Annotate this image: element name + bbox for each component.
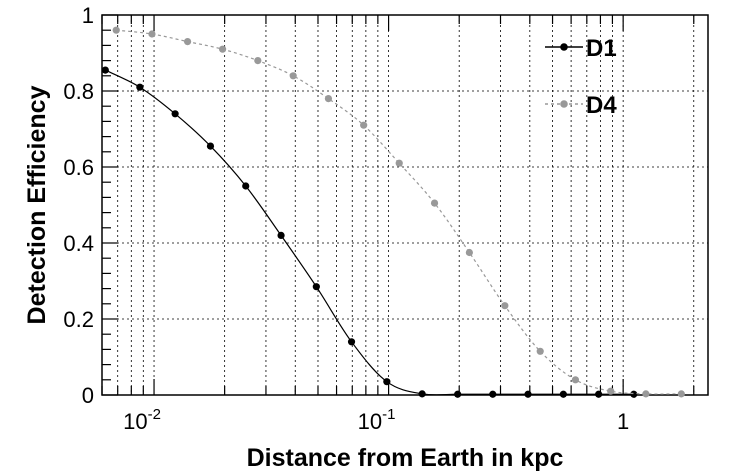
y-tick-label: 0.6 xyxy=(63,155,94,180)
data-point-d1 xyxy=(136,83,144,91)
data-point-d4 xyxy=(395,159,403,167)
data-point-d4 xyxy=(501,302,509,310)
data-point-d4 xyxy=(571,376,580,384)
y-tick-label: 0.4 xyxy=(63,231,94,256)
data-point-d4 xyxy=(324,95,333,103)
data-point-d1 xyxy=(454,390,462,398)
data-point-d4 xyxy=(465,248,473,257)
legend-marker-d1 xyxy=(560,43,568,51)
axis-ticks xyxy=(101,14,695,396)
tick-labels: 0 0.2 0.4 0.6 0.8 1 10-2 10-1 1 xyxy=(63,3,629,434)
x-tick-label: 10-2 xyxy=(123,406,161,434)
x-tick-label: 10-1 xyxy=(358,406,396,434)
series-group xyxy=(101,26,685,398)
data-point-d4 xyxy=(360,121,368,129)
data-point-d4 xyxy=(430,199,439,207)
y-tick-label: 0.8 xyxy=(63,79,94,104)
data-point-d4 xyxy=(536,347,544,355)
y-tick-label: 0.2 xyxy=(63,307,94,332)
data-point-d4 xyxy=(218,45,227,53)
grid xyxy=(101,15,708,395)
data-point-d1 xyxy=(595,390,603,398)
x-tick-label: 1 xyxy=(617,409,629,434)
legend-label-d4: D4 xyxy=(586,92,617,119)
legend-label-d1: D1 xyxy=(586,35,617,62)
data-point-d1 xyxy=(206,142,215,150)
x-axis-title: Distance from Earth in kpc xyxy=(247,444,564,472)
data-point-d1 xyxy=(630,390,638,398)
data-point-d4 xyxy=(677,390,685,398)
data-point-d4 xyxy=(642,390,650,398)
data-point-d4 xyxy=(112,26,120,34)
data-point-d4 xyxy=(148,30,156,38)
data-point-d4 xyxy=(289,72,297,80)
data-point-d1 xyxy=(171,110,179,118)
data-point-d1 xyxy=(383,378,391,386)
series-line-d4 xyxy=(116,29,682,395)
data-point-d1 xyxy=(559,390,567,398)
legend: D1 D4 xyxy=(545,35,617,119)
data-point-d4 xyxy=(183,38,192,46)
data-point-d1 xyxy=(489,390,497,398)
plot-frame xyxy=(101,14,709,396)
data-point-d1 xyxy=(418,390,426,398)
data-point-d1 xyxy=(347,338,356,346)
data-point-d1 xyxy=(101,66,109,74)
data-point-d1 xyxy=(242,182,250,190)
series-line-d1 xyxy=(105,69,634,396)
data-point-d1 xyxy=(524,390,532,398)
y-tick-label: 0 xyxy=(82,383,94,408)
data-point-d4 xyxy=(254,57,262,65)
data-point-d1 xyxy=(312,283,320,291)
y-tick-label: 1 xyxy=(82,3,94,28)
legend-marker-d4 xyxy=(560,100,568,108)
data-point-d1 xyxy=(277,231,285,239)
y-axis-title: Detection Efficiency xyxy=(23,85,51,324)
data-point-d4 xyxy=(607,387,615,395)
